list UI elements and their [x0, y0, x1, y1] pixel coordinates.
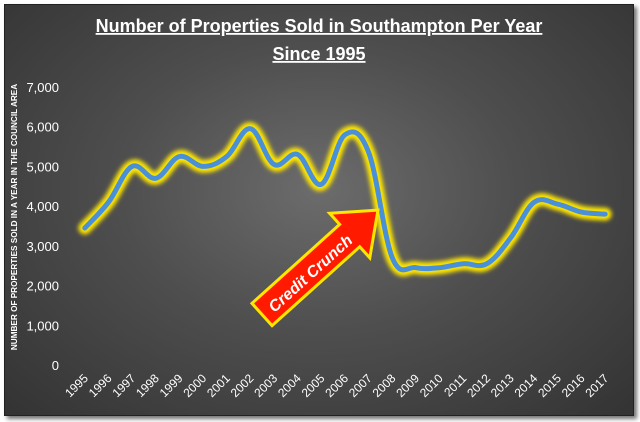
x-tick-label: 2011	[441, 371, 469, 399]
x-tick-label: 2010	[417, 371, 446, 400]
series-line-group	[78, 122, 612, 277]
x-tick-label: 2004	[275, 371, 304, 400]
x-tick-label: 2005	[299, 371, 328, 400]
x-tick-label: 2002	[228, 371, 257, 400]
x-tick-label: 2006	[322, 371, 351, 400]
x-tick-label: 1998	[133, 371, 162, 400]
x-tick-label: 2013	[488, 371, 517, 400]
x-axis-ticks: 1995199619971998199920002001200220032004…	[62, 371, 611, 400]
x-tick-label: 2015	[535, 371, 564, 400]
x-tick-label: 2007	[346, 371, 375, 400]
x-tick-label: 1996	[86, 371, 115, 400]
x-tick-label: 2008	[370, 371, 399, 400]
y-tick-label: 2,000	[26, 279, 59, 294]
y-tick-label: 0	[52, 358, 59, 373]
credit-crunch-label: Credit Crunch	[266, 232, 357, 316]
credit-crunch-arrow	[249, 208, 380, 328]
x-tick-label: 2001	[204, 371, 233, 400]
x-tick-label: 2014	[512, 371, 541, 400]
x-tick-label: 2016	[559, 371, 588, 400]
credit-crunch-annotation: Credit Crunch	[249, 208, 380, 328]
series-line	[82, 126, 608, 273]
x-tick-label: 2000	[180, 371, 209, 400]
chart-title: Number of Properties Sold in Southampton…	[96, 16, 543, 36]
y-tick-label: 6,000	[26, 120, 59, 135]
chart-canvas: Number of Properties Sold in Southampton…	[10, 16, 612, 400]
y-axis-ticks: 0 1,000 2,000 3,000 4,000 5,000 6,000 7,000	[26, 80, 59, 373]
x-tick-label: 1999	[157, 371, 186, 400]
chart-frame: Number of Properties Sold in Southampton…	[4, 4, 634, 416]
y-tick-label: 5,000	[26, 159, 59, 174]
y-tick-label: 4,000	[26, 199, 59, 214]
y-tick-label: 3,000	[26, 239, 59, 254]
x-tick-label: 1997	[109, 371, 138, 400]
x-tick-label: 2003	[251, 371, 280, 400]
y-axis-label: NUMBER OF PROPERTIES SOLD IN A YEAR IN T…	[10, 84, 19, 350]
y-tick-label: 1,000	[26, 318, 59, 333]
y-tick-label: 7,000	[26, 80, 59, 95]
x-tick-label: 2012	[464, 371, 493, 400]
chart-subtitle: Since 1995	[272, 44, 365, 64]
x-tick-label: 2017	[583, 371, 612, 400]
x-tick-label: 1995	[62, 371, 91, 400]
x-tick-label: 2009	[393, 371, 422, 400]
